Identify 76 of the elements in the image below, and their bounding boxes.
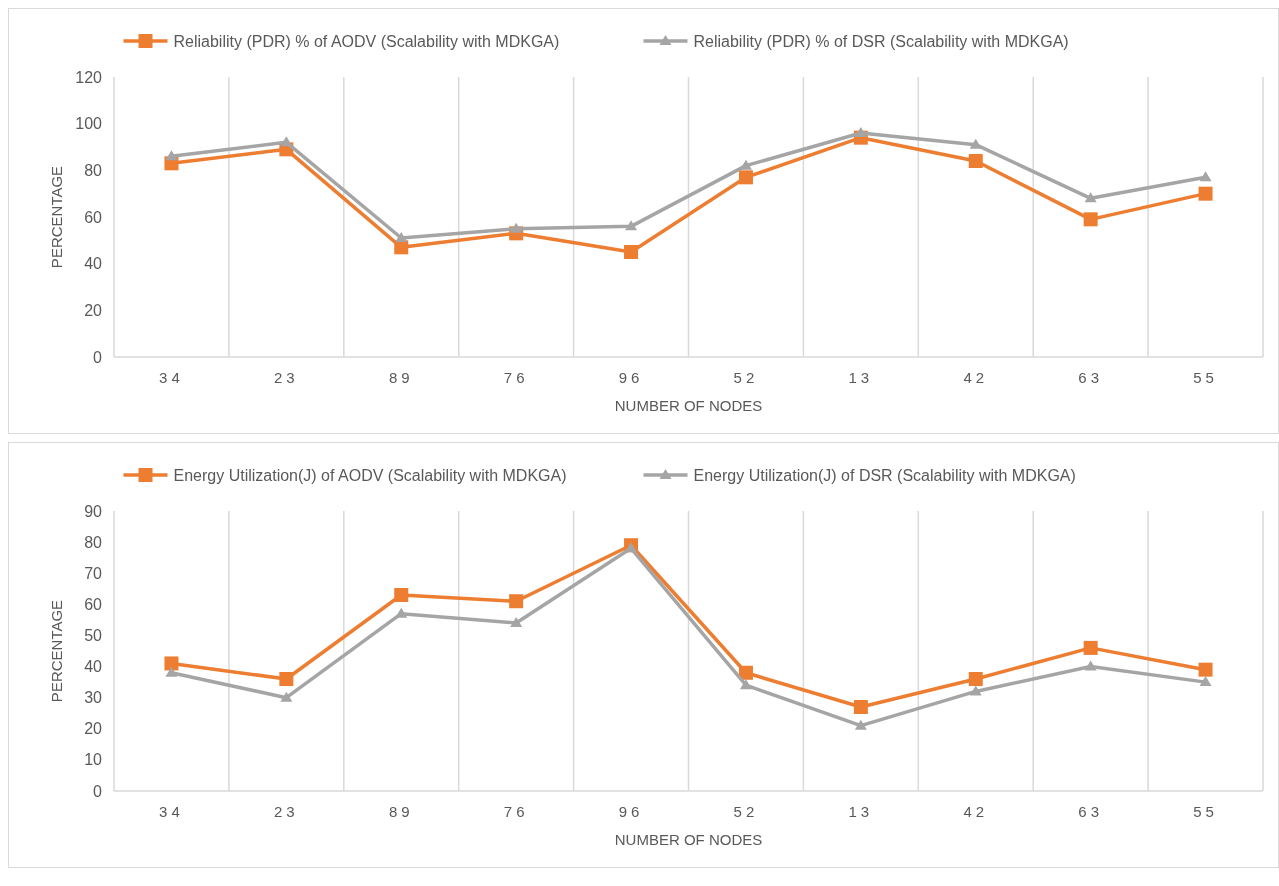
point bbox=[853, 700, 868, 714]
x-tick-label: 96 bbox=[618, 803, 644, 820]
y-tick-label: 40 bbox=[84, 255, 103, 273]
point bbox=[1198, 186, 1213, 201]
point bbox=[279, 672, 294, 686]
point bbox=[625, 220, 638, 231]
x-tick-label: 89 bbox=[388, 369, 414, 386]
point bbox=[1199, 676, 1212, 687]
y-tick-label: 80 bbox=[84, 161, 103, 179]
x-tick-label: 89 bbox=[388, 803, 414, 820]
y-tick-label: 20 bbox=[84, 720, 103, 738]
point bbox=[510, 617, 523, 627]
point bbox=[1084, 660, 1097, 671]
x-tick-label: 13 bbox=[848, 369, 874, 386]
y-tick-label: 60 bbox=[84, 208, 103, 226]
y-axis-title: PERCENTAGE bbox=[48, 165, 65, 269]
point bbox=[968, 672, 983, 686]
point bbox=[1084, 192, 1097, 203]
point bbox=[969, 138, 982, 149]
point bbox=[738, 665, 753, 680]
y-axis-title: PERCENTAGE bbox=[48, 599, 65, 703]
x-tick-label: 13 bbox=[848, 803, 874, 820]
y-tick-label: 60 bbox=[84, 595, 103, 613]
point bbox=[1199, 171, 1212, 182]
point bbox=[509, 594, 524, 609]
point bbox=[395, 232, 408, 242]
x-tick-label: 52 bbox=[733, 803, 759, 820]
point bbox=[280, 691, 293, 702]
point bbox=[854, 127, 867, 137]
x-tick-label: 34 bbox=[159, 803, 184, 820]
y-tick-label: 10 bbox=[84, 751, 103, 769]
point bbox=[394, 588, 409, 602]
point bbox=[1198, 662, 1213, 677]
x-tick-label: 23 bbox=[274, 803, 299, 820]
point bbox=[280, 136, 293, 147]
x-tick-label: 52 bbox=[733, 369, 759, 386]
x-tick-label: 55 bbox=[1193, 369, 1218, 386]
x-tick-label: 55 bbox=[1193, 803, 1218, 820]
x-axis-title: NUMBER OF NODES bbox=[614, 831, 763, 848]
point bbox=[738, 170, 753, 185]
legend-label: Reliability (PDR) % of AODV (Scalability with MDKGA) bbox=[173, 32, 560, 50]
x-tick-label: 23 bbox=[274, 369, 299, 386]
y-tick-label: 120 bbox=[75, 68, 103, 86]
x-tick-label: 63 bbox=[1078, 803, 1103, 820]
y-tick-label: 30 bbox=[84, 689, 103, 707]
y-tick-label: 70 bbox=[84, 564, 103, 582]
point bbox=[624, 245, 639, 259]
legend-label: Energy Utilization(J) of DSR (Scalability with MDKGA) bbox=[693, 466, 1076, 484]
y-tick-label: 100 bbox=[75, 115, 103, 133]
x-tick-label: 96 bbox=[618, 369, 644, 386]
x-axis-title: NUMBER OF NODES bbox=[614, 397, 763, 414]
y-tick-label: 80 bbox=[84, 533, 103, 551]
point bbox=[969, 685, 982, 696]
point bbox=[510, 222, 523, 233]
point bbox=[1083, 640, 1098, 655]
x-tick-label: 76 bbox=[503, 803, 529, 820]
x-tick-label: 76 bbox=[503, 369, 529, 386]
y-tick-label: 40 bbox=[84, 658, 103, 676]
y-tick-label: 20 bbox=[84, 301, 103, 319]
x-tick-label: 42 bbox=[963, 369, 989, 386]
point bbox=[739, 679, 752, 690]
legend-label: Energy Utilization(J) of AODV (Scalability with MDKGA) bbox=[173, 466, 567, 484]
y-tick-label: 90 bbox=[84, 502, 103, 520]
point bbox=[968, 154, 983, 168]
x-tick-label: 63 bbox=[1078, 369, 1103, 386]
point bbox=[165, 150, 178, 161]
legend-label: Reliability (PDR) % of DSR (Scalability with MDKGA) bbox=[693, 32, 1069, 50]
y-tick-label: 0 bbox=[93, 782, 103, 800]
x-tick-label: 42 bbox=[963, 803, 989, 820]
point bbox=[854, 719, 867, 730]
point bbox=[1083, 212, 1098, 227]
y-tick-label: 50 bbox=[84, 627, 103, 645]
y-tick-label: 0 bbox=[93, 348, 103, 366]
x-tick-label: 34 bbox=[159, 369, 184, 386]
point bbox=[164, 656, 179, 671]
point bbox=[165, 666, 178, 677]
